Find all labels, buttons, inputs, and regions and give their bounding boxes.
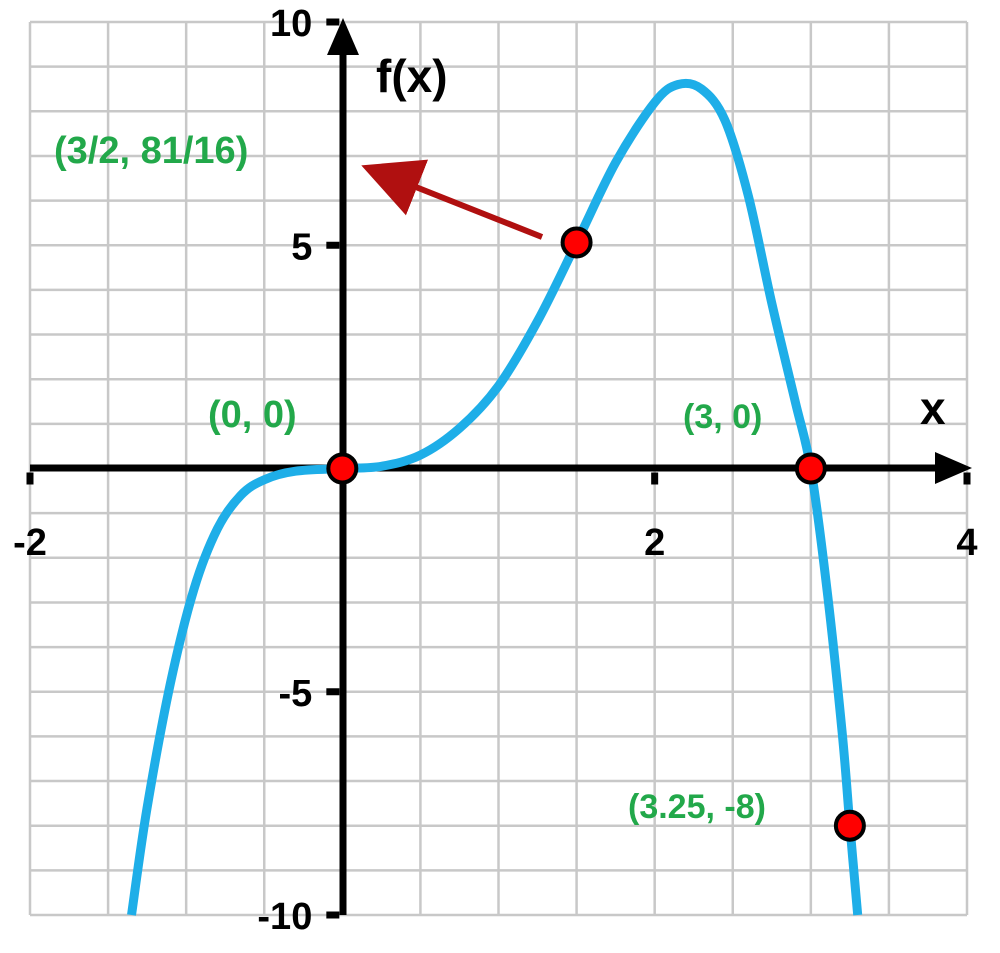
marked-point — [326, 452, 359, 485]
x-axis-arrow-icon — [935, 452, 972, 484]
x-axis-title: x — [920, 382, 946, 434]
point-label-low: (3.25, -8) — [628, 788, 766, 826]
y-tick-label: -10 — [257, 896, 312, 938]
annotation-arrow — [361, 159, 544, 240]
marked-point — [794, 452, 827, 485]
marked-point — [560, 226, 593, 259]
y-tick-label: -5 — [279, 673, 313, 715]
x-tick-label: 4 — [956, 522, 977, 564]
y-axis-title: f(x) — [376, 50, 448, 102]
x-tick-label: 2 — [644, 522, 665, 564]
x-tick-label: -2 — [13, 522, 47, 564]
point-label-peak-arrow: (3/2, 81/16) — [54, 130, 248, 172]
point-label-root: (3, 0) — [683, 398, 762, 436]
y-axis-arrow-icon — [327, 18, 359, 55]
y-tick-label: 5 — [291, 226, 312, 268]
ticks: -2 2 4 10 5 -5 -10 — [13, 3, 977, 938]
point-label-origin: (0, 0) — [208, 394, 297, 436]
marked-point — [833, 809, 866, 842]
marked-points — [326, 226, 866, 842]
y-tick-label: 10 — [270, 3, 312, 45]
